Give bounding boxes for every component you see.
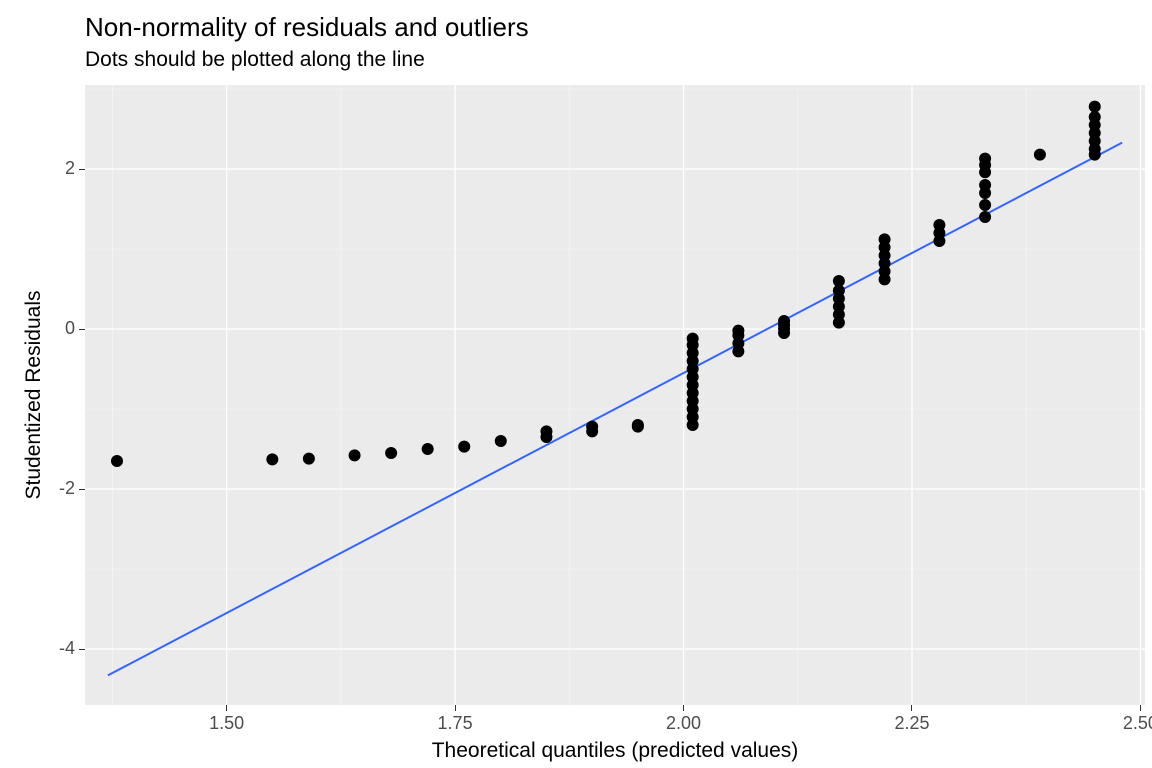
x-tick-label: 2.25 [887, 713, 937, 734]
x-tick-label: 1.50 [202, 713, 252, 734]
data-point [979, 179, 991, 191]
data-point [1034, 149, 1046, 161]
data-point [495, 435, 507, 447]
y-tick-mark [79, 489, 85, 490]
data-point [732, 325, 744, 337]
data-points [111, 101, 1101, 467]
data-point [303, 453, 315, 465]
x-tick-mark [911, 705, 912, 711]
y-axis-label: Studentized Residuals [22, 85, 46, 705]
y-tick-label: 2 [65, 158, 75, 179]
data-point [687, 333, 699, 345]
data-point [1089, 111, 1101, 123]
data-point [349, 449, 361, 461]
data-point [540, 425, 552, 437]
x-tick-mark [1140, 705, 1141, 711]
x-tick-label: 1.75 [430, 713, 480, 734]
data-point [458, 441, 470, 453]
data-point [879, 233, 891, 245]
data-point [833, 275, 845, 287]
y-tick-label: -2 [59, 478, 75, 499]
data-point [979, 153, 991, 165]
x-tick-mark [683, 705, 684, 711]
plot-svg [0, 0, 1152, 768]
x-tick-label: 2.50 [1115, 713, 1152, 734]
y-tick-label: -4 [59, 638, 75, 659]
y-tick-mark [79, 169, 85, 170]
data-point [979, 211, 991, 223]
y-tick-mark [79, 649, 85, 650]
x-tick-label: 2.00 [659, 713, 709, 734]
data-point [111, 455, 123, 467]
y-tick-label: 0 [65, 318, 75, 339]
data-point [385, 447, 397, 459]
x-axis-label: Theoretical quantiles (predicted values) [85, 739, 1145, 763]
data-point [979, 199, 991, 211]
data-point [632, 419, 644, 431]
data-point [266, 453, 278, 465]
x-tick-mark [455, 705, 456, 711]
chart-container: { "chart": { "type": "scatter", "title":… [0, 0, 1152, 768]
data-point [422, 443, 434, 455]
x-tick-mark [226, 705, 227, 711]
data-point [586, 421, 598, 433]
data-point [933, 219, 945, 231]
data-point [778, 315, 790, 327]
y-tick-mark [79, 329, 85, 330]
data-point [1089, 101, 1101, 113]
